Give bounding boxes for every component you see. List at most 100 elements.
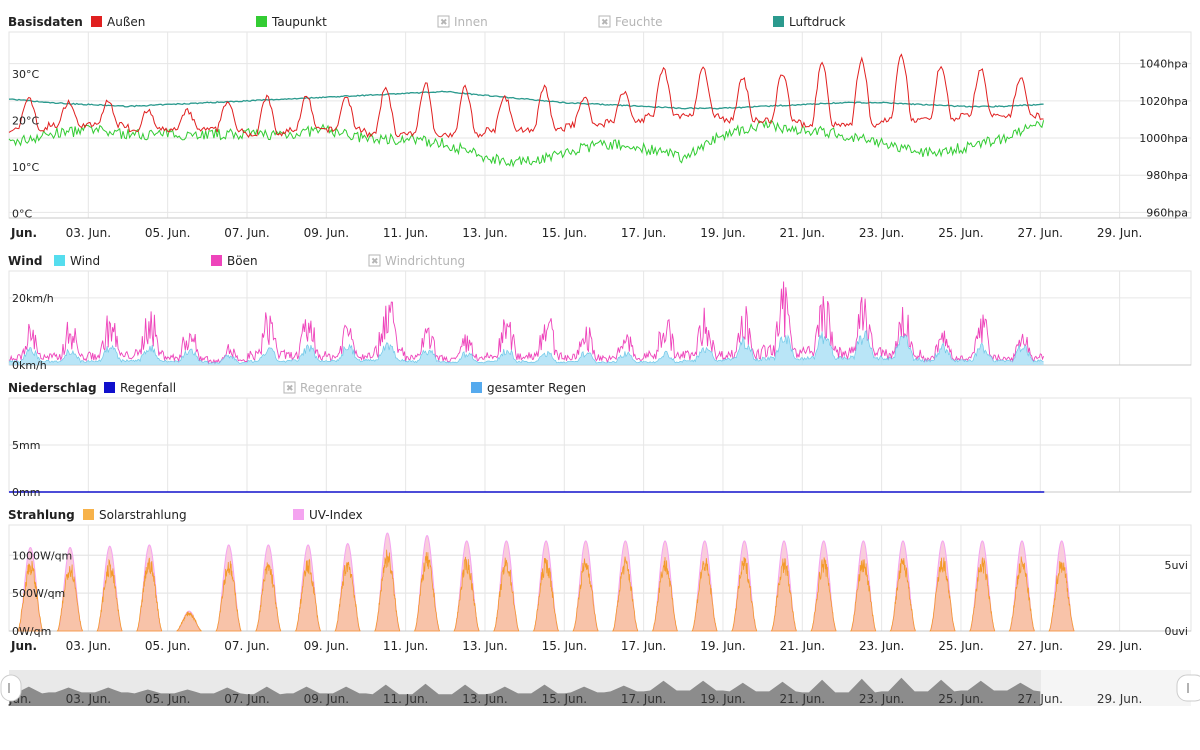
- x-axis-tick-label: 29. Jun.: [1097, 226, 1142, 240]
- series-area-wind: [9, 330, 1044, 365]
- legend-item-regenfall[interactable]: Regenfall: [104, 381, 176, 395]
- plot-frame: [8, 270, 1192, 366]
- legend-swatch-wind: [54, 255, 65, 266]
- legend-item-regenrate[interactable]: ✖ Regenrate: [283, 381, 362, 395]
- legend-swatch-uv-index: [293, 509, 304, 520]
- series-area-solarstrahlung-day: [374, 549, 401, 632]
- y-left-tick-label: 500W/qm: [12, 587, 65, 600]
- legend-strahlung: Solarstrahlung UV-Index: [83, 508, 363, 522]
- y-left-tick-label: 0mm: [12, 486, 40, 499]
- y-right-tick-label: 1040hpa: [1139, 58, 1188, 71]
- series-area-solarstrahlung-day: [929, 557, 956, 632]
- y-right-tick-label: 1020hpa: [1139, 95, 1188, 108]
- navigator-tick-label: 25. Jun.: [938, 692, 983, 706]
- x-axis-tick-label: 15. Jun.: [542, 226, 587, 240]
- panel-title-niederschlag: Niederschlag: [8, 381, 97, 395]
- legend-item-aussen[interactable]: Außen: [91, 15, 145, 29]
- y-left-tick-label: 5mm: [12, 439, 40, 452]
- legend-item-innen[interactable]: ✖ Innen: [437, 15, 488, 29]
- series-line-aussen: [8, 53, 1044, 139]
- panel-basisdaten: Basisdaten Außen Taupunkt ✖ Innen ✖ Feuc…: [8, 15, 1192, 220]
- legend-swatch-boeen: [211, 255, 222, 266]
- navigator-tick-label: 03. Jun.: [66, 692, 111, 706]
- series-area-solarstrahlung-day: [294, 558, 321, 632]
- legend-label-wind: Wind: [70, 254, 100, 268]
- navigator-tick-label: 07. Jun.: [224, 692, 269, 706]
- x-axis-start-label: Jun.: [10, 639, 37, 653]
- legend-swatch-innen: [437, 15, 450, 28]
- series-area-solarstrahlung-day: [572, 558, 599, 632]
- legend-item-wind[interactable]: Wind: [54, 254, 100, 268]
- legend-swatch-gesamter-regen: [471, 382, 482, 393]
- disabled-x-icon: ✖: [371, 257, 379, 267]
- plot-grid-wind: [8, 270, 1192, 366]
- series-area-solarstrahlung-day: [413, 552, 440, 632]
- plot-grid-basisdaten: [8, 31, 1192, 219]
- series-area-solarstrahlung-day: [1008, 556, 1035, 632]
- legend-item-taupunkt[interactable]: Taupunkt: [256, 15, 327, 29]
- x-axis-tick-label: 13. Jun.: [462, 639, 507, 653]
- legend-item-boeen[interactable]: Böen: [211, 254, 258, 268]
- navigator-handle-right[interactable]: [1176, 674, 1200, 702]
- x-axis-tick-label: 11. Jun.: [383, 226, 428, 240]
- legend-swatch-taupunkt: [256, 16, 267, 27]
- legend-label-gesamter-regen: gesamter Regen: [487, 381, 586, 395]
- y-right-tick-label: 1000hpa: [1139, 132, 1188, 145]
- x-axis-top: Jun. 03. Jun. 05. Jun. 07. Jun. 09. Jun. 11. …: [10, 226, 1142, 240]
- navigator-tick-label: 29. Jun.: [1097, 692, 1142, 706]
- series-area-solarstrahlung-day: [651, 557, 678, 632]
- panel-niederschlag: Niederschlag Regenfall ✖ Regenrate gesam…: [8, 381, 1192, 499]
- legend-item-uv-index[interactable]: UV-Index: [293, 508, 363, 522]
- plot-grid-niederschlag: [8, 397, 1192, 493]
- series-area-solarstrahlung-day: [730, 557, 758, 632]
- series-area-solarstrahlung-day: [691, 558, 718, 632]
- navigator-series-area: [9, 677, 1041, 706]
- x-axis-tick-label: 15. Jun.: [542, 639, 587, 653]
- legend-item-windrichtung[interactable]: ✖ Windrichtung: [368, 254, 465, 268]
- legend-label-windrichtung: Windrichtung: [385, 254, 465, 268]
- x-axis-tick-label: 17. Jun.: [621, 639, 666, 653]
- legend-swatch-feuchte: [598, 15, 611, 28]
- navigator-tick-label: 15. Jun.: [542, 692, 587, 706]
- x-axis-tick-label: 11. Jun.: [383, 639, 428, 653]
- x-axis-tick-label: 25. Jun.: [938, 639, 983, 653]
- legend-item-gesamter-regen[interactable]: gesamter Regen: [471, 381, 586, 395]
- x-axis-tick-label: 07. Jun.: [224, 639, 269, 653]
- disabled-x-icon: ✖: [440, 18, 448, 28]
- disabled-x-icon: ✖: [286, 384, 294, 394]
- navigator-tick-label: 21. Jun.: [780, 692, 825, 706]
- navigator-mask-right: [1041, 670, 1191, 706]
- axis-ticks-niederschlag: 5mm 0mm: [12, 439, 40, 499]
- navigator-tick-label: 13. Jun.: [462, 692, 507, 706]
- disabled-x-icon: ✖: [601, 18, 609, 28]
- x-axis-tick-label: 29. Jun.: [1097, 639, 1142, 653]
- navigator-tick-label: 17. Jun.: [621, 692, 666, 706]
- x-axis-tick-label: 03. Jun.: [66, 226, 111, 240]
- legend-wind: Wind Böen ✖ Windrichtung: [54, 254, 465, 268]
- x-axis-tick-label: 23. Jun.: [859, 639, 904, 653]
- series-area-solarstrahlung-day: [849, 559, 877, 632]
- legend-label-luftdruck: Luftdruck: [789, 15, 846, 29]
- legend-item-luftdruck[interactable]: Luftdruck: [773, 15, 846, 29]
- x-axis-tick-label: 13. Jun.: [462, 226, 507, 240]
- x-axis-tick-label: 19. Jun.: [700, 639, 745, 653]
- navigator-handle-left[interactable]: [0, 674, 22, 702]
- series-area-solarstrahlung-day: [492, 557, 520, 632]
- legend-label-aussen: Außen: [107, 15, 145, 29]
- x-axis-tick-label: 07. Jun.: [224, 226, 269, 240]
- handle-right-knob[interactable]: [1176, 674, 1200, 702]
- handle-left-knob[interactable]: [0, 674, 22, 702]
- legend-label-boeen: Böen: [227, 254, 258, 268]
- series-line-wind: [8, 329, 1044, 364]
- legend-swatch-regenrate: [283, 381, 296, 394]
- series-area-solarstrahlung-day: [254, 562, 282, 632]
- time-navigator[interactable]: Jun. 03. Jun. 05. Jun. 07. Jun. 09. Jun. 11. …: [0, 670, 1200, 706]
- series-line-taupunkt: [8, 119, 1045, 168]
- legend-label-solarstrahlung: Solarstrahlung: [99, 508, 187, 522]
- navigator-tick-label: 19. Jun.: [700, 692, 745, 706]
- navigator-tick-label: 09. Jun.: [304, 692, 349, 706]
- legend-item-feuchte[interactable]: ✖ Feuchte: [598, 15, 663, 29]
- legend-item-solarstrahlung[interactable]: Solarstrahlung: [83, 508, 187, 522]
- plot-series-wind: [8, 281, 1045, 365]
